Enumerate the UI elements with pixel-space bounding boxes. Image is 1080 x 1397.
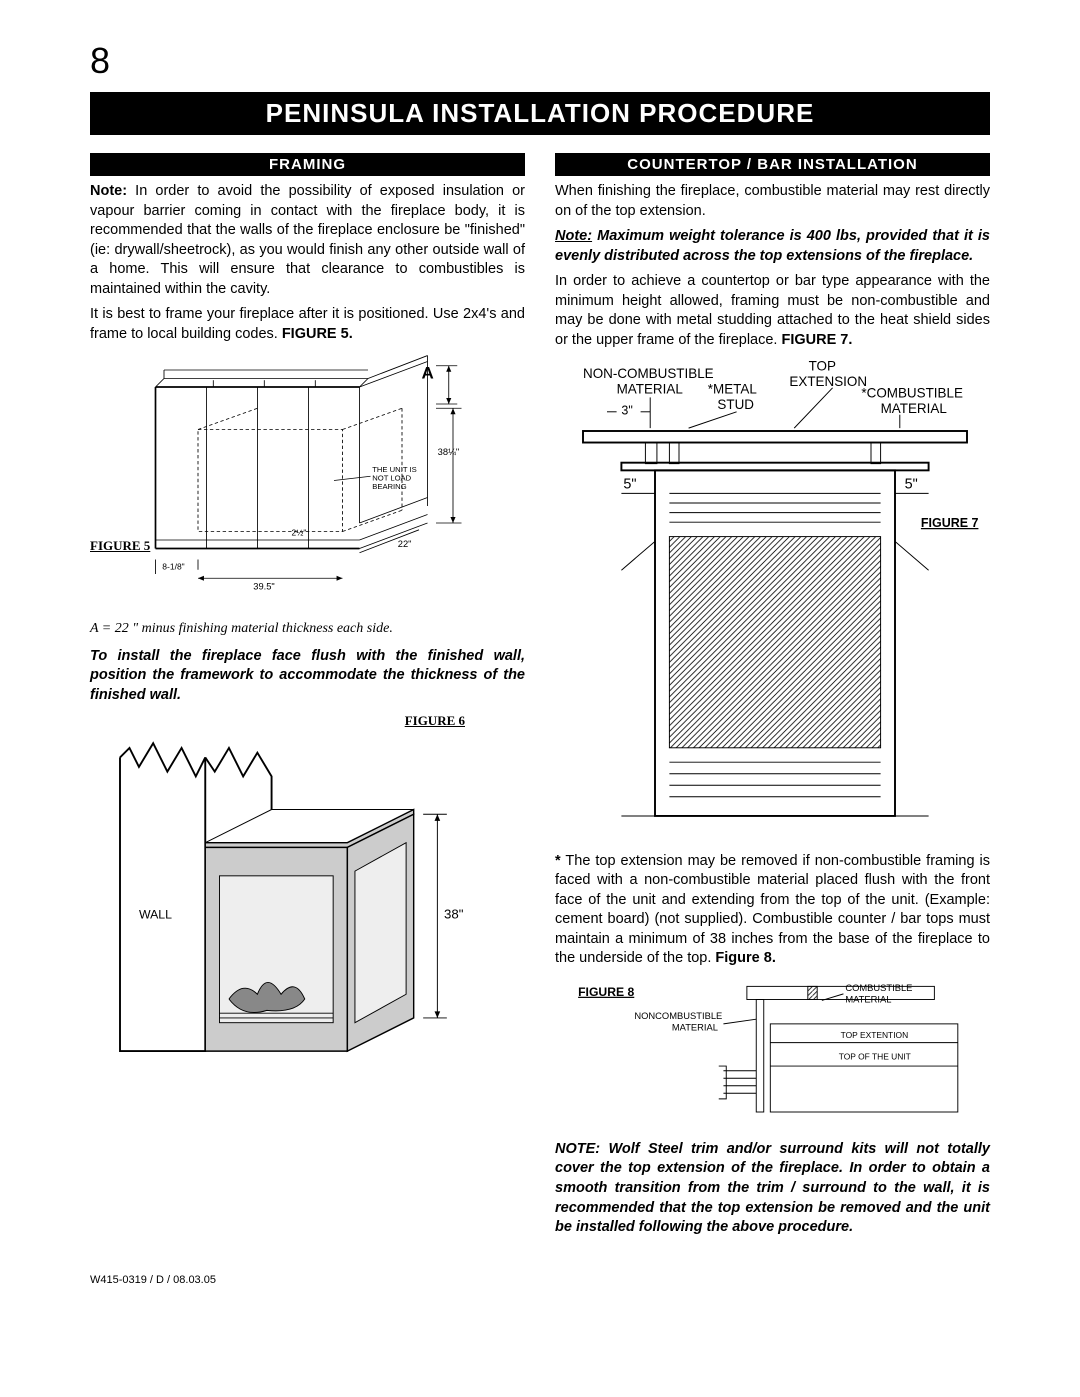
figure-6-caption: FIGURE 6 xyxy=(90,713,525,729)
svg-text:MATERIAL: MATERIAL xyxy=(617,381,684,396)
figure-7-diagram: NON-COMBUSTIBLE MATERIAL *METAL STUD TOP… xyxy=(555,359,990,844)
main-title: PENINSULA INSTALLATION PROCEDURE xyxy=(90,92,990,135)
svg-text:A: A xyxy=(422,363,434,382)
figure8-ref: Figure 8. xyxy=(715,950,775,966)
svg-text:*COMBUSTIBLE: *COMBUSTIBLE xyxy=(861,385,963,400)
svg-text:TOP OF THE UNIT: TOP OF THE UNIT xyxy=(839,1051,911,1061)
svg-text:FIGURE 7: FIGURE 7 xyxy=(921,516,979,530)
weight-note-text: Maximum weight tolerance is 400 lbs, pro… xyxy=(555,228,990,264)
figure-5-caption: FIGURE 5 xyxy=(90,538,150,554)
svg-text:NON-COMBUSTIBLE: NON-COMBUSTIBLE xyxy=(583,366,714,381)
weight-note-label: Note: xyxy=(555,228,592,244)
svg-text:MATERIAL: MATERIAL xyxy=(881,400,948,415)
trim-note: NOTE: Wolf Steel trim and/or surround ki… xyxy=(555,1140,990,1238)
svg-text:2½": 2½" xyxy=(292,527,307,537)
figure-5-diagram: A 38¼" THE UNIT IS NOT LOAD BEARING xyxy=(90,353,525,613)
svg-text:TOP EXTENTION: TOP EXTENTION xyxy=(841,1030,909,1040)
figure7-ref: FIGURE 7. xyxy=(782,332,853,348)
svg-text:38¼": 38¼" xyxy=(438,447,460,457)
countertop-p3: * The top extension may be removed if no… xyxy=(555,852,990,969)
svg-text:5": 5" xyxy=(905,476,918,492)
svg-text:NONCOMBUSTIBLE: NONCOMBUSTIBLE xyxy=(634,1011,722,1021)
svg-text:39.5": 39.5" xyxy=(253,581,275,591)
right-column: COUNTERTOP / BAR INSTALLATION When finis… xyxy=(555,153,990,1244)
framing-note-paragraph: Note: In order to avoid the possibility … xyxy=(90,182,525,299)
svg-text:EXTENSION: EXTENSION xyxy=(789,373,867,388)
flush-install-note: To install the fireplace face flush with… xyxy=(90,647,525,706)
countertop-p1: When finishing the fireplace, combustibl… xyxy=(555,182,990,221)
dimension-a-equation: A = 22 " minus finishing material thickn… xyxy=(90,621,525,637)
svg-text:COMBUSTIBLE: COMBUSTIBLE xyxy=(845,983,912,993)
left-column: FRAMING Note: In order to avoid the poss… xyxy=(90,153,525,1244)
countertop-p2-text: In order to achieve a countertop or bar … xyxy=(555,273,990,348)
weight-note: Note: Maximum weight tolerance is 400 lb… xyxy=(555,227,990,266)
svg-text:WALL: WALL xyxy=(139,908,172,922)
svg-text:8-1/8": 8-1/8" xyxy=(162,561,184,571)
framing-p2: It is best to frame your fireplace after… xyxy=(90,305,525,344)
svg-text:22": 22" xyxy=(398,538,412,548)
page-number: 8 xyxy=(90,40,990,82)
countertop-p2: In order to achieve a countertop or bar … xyxy=(555,272,990,350)
svg-text:MATERIAL: MATERIAL xyxy=(672,1022,718,1032)
svg-text:TOP: TOP xyxy=(809,359,836,374)
two-column-layout: FRAMING Note: In order to avoid the poss… xyxy=(90,153,990,1244)
svg-text:*METAL: *METAL xyxy=(708,381,758,396)
figure-6-diagram: FIGURE 6 WALL xyxy=(90,713,525,1094)
footer-doc-id: W415-0319 / D / 08.03.05 xyxy=(90,1274,990,1286)
figure5-ref: FIGURE 5. xyxy=(282,326,353,342)
svg-text:THE UNIT IS: THE UNIT IS xyxy=(372,465,416,474)
figure-8-diagram: FIGURE 8 COMBUSTIBLE MATERIAL NONCOMBUST… xyxy=(555,977,990,1132)
svg-text:STUD: STUD xyxy=(717,396,754,411)
svg-text:BEARING: BEARING xyxy=(372,482,406,491)
svg-text:NOT LOAD: NOT LOAD xyxy=(372,473,411,482)
svg-text:38": 38" xyxy=(444,907,464,922)
framing-heading: FRAMING xyxy=(90,153,525,176)
svg-text:5": 5" xyxy=(623,476,636,492)
svg-text:3": 3" xyxy=(621,403,632,417)
svg-text:FIGURE 8: FIGURE 8 xyxy=(578,985,634,999)
countertop-heading: COUNTERTOP / BAR INSTALLATION xyxy=(555,153,990,176)
